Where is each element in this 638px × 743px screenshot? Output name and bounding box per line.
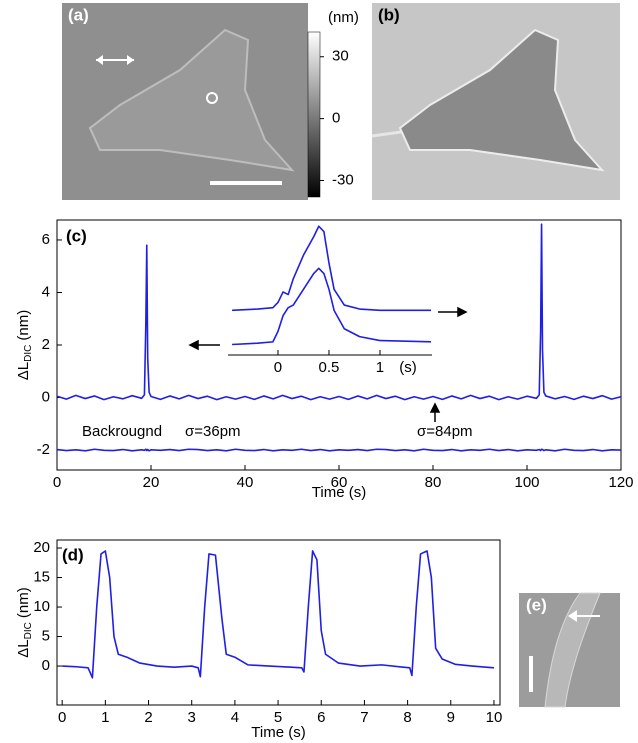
- image-a: (a): [62, 3, 308, 200]
- image-b: (b): [371, 3, 620, 200]
- x-tick-label: 10: [486, 709, 503, 726]
- y-tick-label: 15: [33, 569, 50, 586]
- x-tick-label: 7: [360, 709, 368, 726]
- x-tick-label: 100: [514, 474, 539, 491]
- y-label-unit: (nm): [15, 310, 32, 341]
- annotation: Backrougnd: [82, 423, 162, 440]
- x-tick-label: 3: [188, 709, 196, 726]
- x-tick-label: 0: [58, 709, 66, 726]
- x-tick-label: 20: [143, 474, 160, 491]
- colorbar-tick-label: -30: [332, 171, 354, 188]
- x-tick-label: 0: [53, 474, 61, 491]
- y-label-main: ΔL: [15, 639, 32, 657]
- y-tick-label: 0: [42, 657, 50, 674]
- annotation: σ=84pm: [417, 423, 473, 440]
- y-axis-label: ΔLDIC (nm): [15, 310, 34, 380]
- y-label-sub: DIC: [23, 345, 34, 362]
- panel-label: (c): [66, 226, 87, 245]
- y-tick-label: 0: [42, 388, 50, 405]
- panel-label: (b): [378, 5, 400, 24]
- y-tick-label: 5: [42, 628, 50, 645]
- colorbar-tick-label: 30: [332, 48, 349, 65]
- arrows: [188, 306, 468, 422]
- y-label-sub: DIC: [23, 622, 34, 639]
- panel-label: (e): [526, 595, 547, 614]
- y-tick-label: 6: [42, 231, 50, 248]
- y-label-main: ΔL: [15, 362, 32, 380]
- x-tick-label: 1: [101, 709, 109, 726]
- y-axis-label: ΔLDIC (nm): [15, 587, 34, 657]
- data-line: [56, 448, 622, 452]
- y-tick-label: 10: [33, 598, 50, 615]
- panel-label: (d): [62, 545, 84, 564]
- x-tick-label: 60: [331, 474, 348, 491]
- colorbar: [307, 31, 321, 198]
- colorbar-tick-label: 0: [332, 110, 340, 127]
- x-tick-label: 9: [447, 709, 455, 726]
- data-line: [56, 223, 622, 401]
- annotation: σ=36pm: [185, 423, 241, 440]
- y-label-unit: (nm): [15, 587, 32, 618]
- data-line: [232, 267, 432, 346]
- x-tick-label: 1: [376, 359, 384, 376]
- x-axis-label: Time (s): [312, 484, 366, 501]
- x-tick-label: 0.5: [319, 359, 340, 376]
- x-tick-label: 40: [237, 474, 254, 491]
- data-line: [232, 225, 431, 312]
- panel-label: (a): [68, 5, 89, 24]
- y-tick-label: 20: [33, 539, 50, 556]
- x-tick-label: 2: [144, 709, 152, 726]
- data-line: [62, 550, 495, 679]
- x-tick-label: 8: [403, 709, 411, 726]
- x-axis-label: Time (s): [251, 724, 305, 741]
- colorbar-title: (nm): [328, 9, 359, 26]
- x-tick-label: 6: [317, 709, 325, 726]
- image-e: (e): [519, 592, 620, 708]
- y-tick-label: 4: [42, 283, 50, 300]
- y-tick-label: 2: [42, 336, 50, 353]
- y-tick-label: -2: [37, 441, 50, 458]
- x-tick-label: 80: [425, 474, 442, 491]
- x-tick-label: 4: [231, 709, 239, 726]
- x-tick-label: 120: [608, 474, 633, 491]
- x-axis-label: (s): [399, 359, 417, 376]
- x-tick-label: 5: [274, 709, 282, 726]
- x-tick-label: 0: [274, 359, 282, 376]
